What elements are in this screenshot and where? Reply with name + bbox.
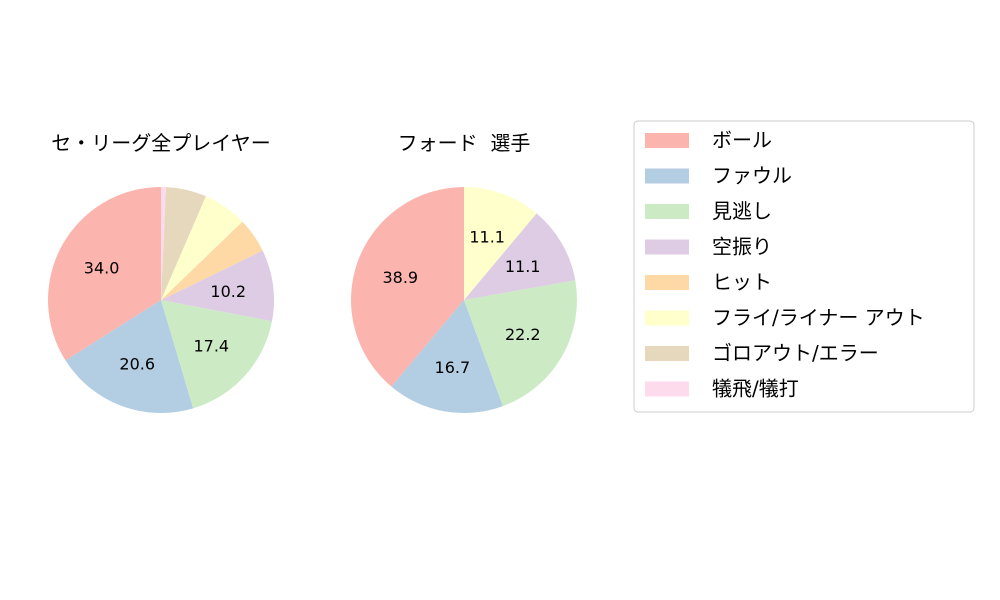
pie-slice — [161, 221, 263, 300]
pie-slice — [161, 187, 166, 300]
legend-label: ゴロアウト/エラー — [712, 341, 879, 365]
pie-slice — [351, 187, 464, 387]
data-label: 20.6 — [119, 354, 155, 373]
legend-swatch — [645, 133, 689, 148]
data-label: 22.2 — [505, 325, 541, 344]
pie-left: 34.0 20.6 17.4 10.2 — [47, 187, 275, 413]
data-label: 17.4 — [193, 336, 229, 355]
pie-right: 38.9 16.7 22.2 11.111.1 — [351, 187, 578, 413]
legend-label: 空振り — [712, 235, 772, 259]
data-label: 11.1 — [469, 227, 505, 246]
pie-slice — [161, 196, 243, 300]
pie-slice — [391, 300, 503, 413]
data-label: 34.0 — [84, 258, 120, 277]
data-label: 16.7 — [435, 358, 471, 377]
pie-title-2: フォード 選手 — [398, 131, 531, 155]
legend-swatch — [645, 310, 689, 326]
pie-slice — [161, 187, 206, 300]
pie-slice — [464, 213, 576, 300]
data-label: 11.1 — [505, 257, 541, 276]
pie-slice — [65, 300, 194, 413]
legend-swatch — [645, 204, 689, 219]
legend-swatch — [645, 168, 689, 184]
legend-swatch — [645, 275, 689, 290]
pie-slice — [47, 187, 161, 361]
pie-title-1: セ・リーグ全プレイヤー — [51, 131, 270, 155]
legend-label: ボール — [712, 128, 772, 152]
legend-swatch — [645, 381, 689, 397]
pie-slice — [161, 300, 272, 409]
legend-swatch — [645, 346, 689, 361]
legend-label: ヒット — [712, 270, 772, 294]
pie-slice — [464, 187, 537, 300]
legend-label: ファウル — [712, 164, 792, 188]
legend-frame — [633, 120, 975, 413]
legend-label: フライ/ライナー アウト — [712, 306, 925, 330]
data-label: 10.2 — [210, 282, 246, 301]
legend-swatch — [645, 239, 689, 255]
legend-label: 犠飛/犠打 — [712, 377, 799, 401]
pie-slice — [161, 250, 275, 322]
data-label: 38.9 — [382, 268, 418, 287]
pie-slice — [464, 280, 578, 407]
legend-label: 見逃し — [712, 199, 772, 223]
